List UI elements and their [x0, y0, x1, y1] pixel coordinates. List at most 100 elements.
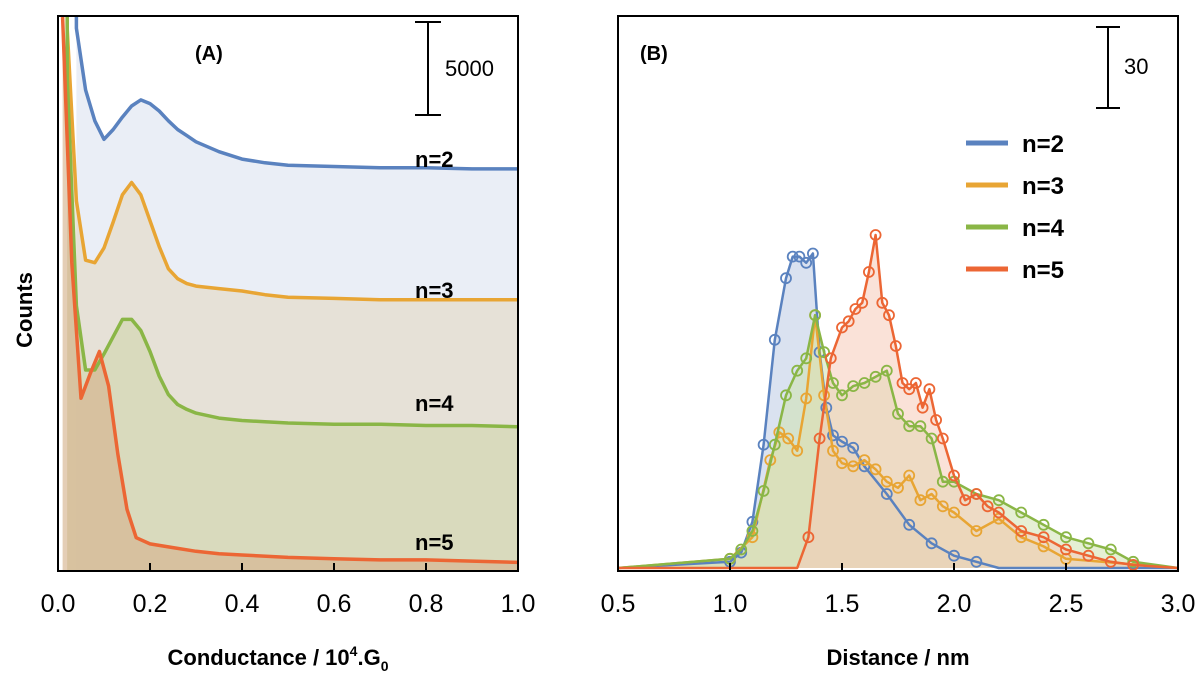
panel-b-point-n4 [992, 494, 1005, 507]
panel-a-x-ticks: 0.0 0.2 0.4 0.6 0.8 1.0 [41, 563, 535, 618]
panel-b-point-n4 [818, 346, 830, 359]
panel-b-point-n2 [948, 549, 960, 562]
panel-a-scale-bar [415, 21, 441, 116]
panel-b-point-n4 [903, 420, 916, 433]
panel-b-x-axis-title: Distance / nm [826, 645, 969, 670]
panel-a-y-axis-title: Counts [12, 272, 37, 348]
panel-b-point-n3 [847, 460, 860, 473]
panel-b-point-n2 [970, 555, 983, 568]
panel-b-point-n5 [930, 414, 942, 426]
panel-b-point-n5 [1015, 525, 1028, 537]
panel-b-point-n4 [836, 389, 848, 402]
panel-a: 0.0 0.2 0.4 0.6 0.8 1.0 (A) 5000 n=2 n=3 n=4 … [12, 15, 535, 673]
legend-label-n2: n=2 [1022, 131, 1064, 158]
panel-a-x-tick-label: 0.8 [409, 590, 444, 618]
panel-b-x-tick-label: 2.0 [937, 590, 972, 618]
panel-b-point-n4 [746, 525, 759, 537]
panel-b-point-n5 [869, 229, 882, 241]
panel-b-point-n5 [910, 377, 922, 389]
panel-b-point-n4 [914, 420, 927, 433]
panel-b-point-n5 [959, 494, 972, 507]
panel-b-point-n3 [869, 463, 882, 476]
panel-b-point-n2 [793, 250, 806, 263]
panel-b-point-n2 [800, 256, 813, 269]
panel-b-point-n2 [757, 438, 770, 451]
panel-b-point-n5 [824, 352, 837, 365]
panel-b: 0.5 1.0 1.5 2.0 2.5 3.0 (B) 30 n=2 n=3 n=4 n=5 D… [601, 15, 1196, 670]
panel-b-point-n4 [858, 377, 871, 389]
panel-a-lines [60, 16, 519, 565]
panel-b-x-tick-label: 1.5 [825, 590, 860, 618]
panel-b-point-n3 [970, 525, 983, 537]
panel-b-point-n4 [757, 484, 770, 497]
panel-b-point-n5 [970, 488, 983, 500]
panel-b-point-n2 [836, 435, 848, 448]
panel-a-area-n4 [67, 17, 518, 571]
panel-b-point-n3 [892, 481, 904, 494]
panel-b-scale-bar [1096, 26, 1120, 109]
panel-a-x-tick-label: 0.6 [317, 590, 352, 618]
panel-b-point-n5 [863, 266, 875, 278]
panel-b-label: (B) [640, 43, 668, 65]
legend-label-n4: n=4 [1022, 215, 1065, 242]
panel-b-point-n5 [948, 469, 960, 482]
panel-b-point-n5 [836, 321, 848, 334]
panel-b-area-n5 [618, 235, 1178, 568]
panel-a-line-n5 [60, 16, 519, 565]
panel-b-point-n4 [1037, 518, 1050, 531]
panel-b-point-n2 [786, 250, 799, 263]
panel-b-point-n3 [903, 469, 916, 482]
panel-b-point-n4 [880, 364, 893, 377]
panel-b-point-n5 [903, 383, 916, 396]
panel-b-point-n4 [809, 309, 821, 322]
panel-b-point-n4 [892, 407, 904, 420]
panel-b-x-tick-label: 2.5 [1049, 590, 1084, 618]
panel-b-point-n3 [858, 454, 871, 467]
panel-b-point-n5 [923, 383, 936, 396]
panel-a-series-label-n3: n=3 [415, 278, 454, 303]
panel-b-line-n5 [618, 233, 1179, 570]
panel-b-point-n3 [880, 475, 893, 488]
panel-b-point-n5 [842, 315, 855, 328]
panel-b-point-n4 [1082, 537, 1095, 550]
panel-b-point-n5 [1037, 531, 1050, 544]
panel-a-line-n3 [65, 17, 518, 302]
panel-b-point-n4 [1104, 543, 1117, 556]
panel-b-x-tick-label: 1.0 [713, 590, 748, 618]
panel-b-point-n5 [856, 296, 869, 309]
panel-b-x-ticks: 0.5 1.0 1.5 2.0 2.5 3.0 [601, 563, 1196, 618]
panel-b-point-n4 [1015, 506, 1028, 519]
panel-b-point-n2 [847, 441, 860, 454]
panel-a-x-axis-title: Conductance / 104.G0 [168, 643, 389, 673]
panel-b-point-n4 [1060, 531, 1072, 544]
panel-a-label: (A) [195, 43, 223, 65]
panel-b-point-n4 [936, 475, 949, 488]
panel-b-point-n4 [791, 364, 804, 377]
panel-b-point-n3 [782, 432, 795, 445]
panel-a-line-n2 [74, 17, 518, 171]
panel-a-x-tick-label: 0.4 [225, 590, 260, 618]
panel-b-point-n5 [883, 309, 895, 322]
panel-b-point-n3 [836, 457, 848, 470]
panel-b-point-n5 [916, 401, 929, 414]
panel-a-scale-label: 5000 [445, 56, 494, 81]
panel-b-point-n3 [936, 500, 949, 513]
panel-b-point-n5 [981, 500, 994, 513]
panel-a-areas [62, 17, 519, 571]
panel-b-point-n5 [1082, 549, 1095, 562]
panel-b-line-n4 [617, 313, 1179, 570]
panel-a-series-label-n2: n=2 [415, 147, 454, 172]
panel-b-point-n4 [780, 389, 792, 402]
panel-b-point-n4 [847, 380, 860, 393]
panel-b-point-n5 [889, 340, 902, 352]
panel-b-point-n2 [768, 333, 781, 346]
panel-b-point-n3 [914, 494, 927, 507]
panel-b-x-tick-label: 3.0 [1161, 590, 1196, 618]
panel-b-legend: n=2 n=3 n=4 n=5 [966, 131, 1065, 284]
panel-b-point-n5 [992, 506, 1005, 519]
panel-b-point-n4 [800, 352, 813, 365]
panel-b-point-n4 [869, 370, 882, 383]
panel-b-point-n5 [1060, 543, 1072, 556]
panel-b-lines [617, 229, 1179, 571]
